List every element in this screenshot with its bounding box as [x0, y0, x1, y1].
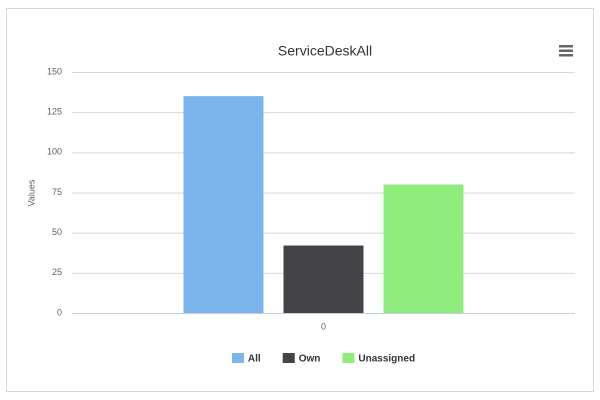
- x-tick-label: 0: [321, 321, 326, 331]
- y-tick-label: 25: [52, 267, 62, 277]
- bar: [183, 96, 264, 313]
- y-tick-label: 100: [47, 147, 62, 157]
- y-tick-label: 75: [52, 187, 62, 197]
- bar: [283, 245, 364, 313]
- chart-title: ServiceDeskAll: [278, 43, 372, 59]
- y-tick-label: 125: [47, 107, 62, 117]
- chart-frame: [6, 8, 594, 392]
- legend-label: Unassigned: [358, 354, 415, 365]
- legend-label: Own: [299, 354, 321, 365]
- menu-bar: [559, 54, 573, 57]
- y-tick-label: 50: [52, 227, 62, 237]
- bar: [383, 184, 464, 313]
- legend-swatch: [282, 353, 295, 363]
- menu-button[interactable]: [559, 45, 573, 57]
- y-axis-title: Values: [26, 179, 36, 206]
- y-tick-label: 150: [47, 66, 62, 76]
- menu-bar: [559, 45, 573, 48]
- menu-bar: [559, 49, 573, 52]
- legend-label: All: [248, 354, 261, 365]
- y-tick-label: 0: [57, 307, 62, 317]
- legend-swatch: [342, 353, 355, 363]
- legend-swatch: [231, 353, 244, 363]
